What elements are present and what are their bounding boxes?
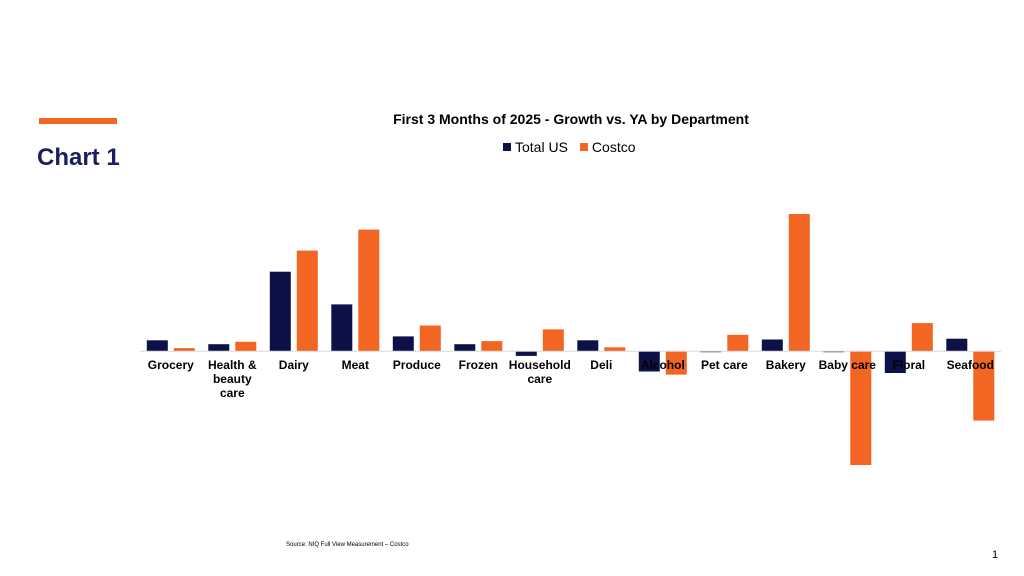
bar-costco-bakery: [788, 214, 810, 352]
x-tick-label-dairy: Dairy: [279, 358, 309, 372]
x-tick-label-health-and-beauty-care: Health & beauty care: [208, 358, 257, 400]
bar-total-us-dairy: [269, 271, 291, 352]
bar-costco-meat: [358, 229, 380, 352]
x-tick-label-pet-care: Pet care: [701, 358, 748, 372]
x-tick-label-seafood: Seafood: [947, 358, 994, 372]
bar-costco-produce: [419, 325, 441, 352]
chart-legend: Total US Costco: [503, 139, 648, 155]
x-tick-label-deli: Deli: [590, 358, 612, 372]
x-tick-label-floral: Floral: [892, 358, 925, 372]
legend-item-costco: Costco: [579, 139, 636, 155]
legend-label-costco: Costco: [591, 139, 636, 155]
bar-total-us-floral: [884, 351, 906, 373]
x-tick-label-meat: Meat: [342, 358, 369, 372]
bar-costco-seafood: [973, 351, 995, 421]
page-number: 1: [992, 549, 999, 561]
source-note: Source: NIQ Full View Measurement – Cost…: [286, 542, 409, 548]
x-tick-label-baby-care: Baby care: [819, 358, 877, 372]
bar-total-us-deli: [577, 340, 599, 352]
bar-costco-dairy: [296, 250, 318, 352]
bar-costco-health-and-beauty-care: [235, 341, 257, 352]
x-tick-label-produce: Produce: [393, 358, 441, 372]
bar-costco-frozen: [481, 341, 503, 352]
bar-costco-baby-care: [850, 351, 872, 465]
bar-total-us-health-and-beauty-care: [208, 344, 230, 352]
legend-label-total-us: Total US: [515, 139, 568, 155]
bar-total-us-meat: [331, 304, 353, 352]
accent-bar: [39, 118, 117, 124]
bar-costco-alcohol: [665, 351, 687, 375]
chart-title: First 3 Months of 2025 - Growth vs. YA b…: [393, 111, 749, 127]
bar-total-us-seafood: [946, 338, 968, 352]
slide-title: Chart 1: [37, 144, 120, 171]
x-tick-label-bakery: Bakery: [766, 358, 806, 372]
bar-total-us-alcohol: [638, 351, 660, 372]
bar-costco-deli: [604, 347, 626, 352]
bar-costco-grocery: [173, 348, 195, 352]
bar-costco-pet-care: [727, 334, 749, 352]
bar-total-us-bakery: [761, 339, 783, 352]
bar-total-us-produce: [392, 336, 414, 352]
bar-costco-household-care: [542, 329, 564, 352]
legend-item-total-us: Total US: [503, 139, 568, 155]
x-tick-label-grocery: Grocery: [148, 358, 194, 372]
bar-costco-floral: [911, 323, 933, 352]
bar-total-us-household-care: [515, 351, 537, 356]
legend-swatch-costco: [579, 143, 588, 151]
legend-swatch-total-us: [503, 143, 511, 151]
x-tick-label-alcohol: Alcohol: [641, 358, 685, 372]
bar-total-us-grocery: [146, 340, 168, 352]
x-tick-label-frozen: Frozen: [459, 358, 498, 372]
bar-total-us-frozen: [454, 344, 476, 352]
x-tick-label-household-care: Household care: [509, 358, 571, 386]
